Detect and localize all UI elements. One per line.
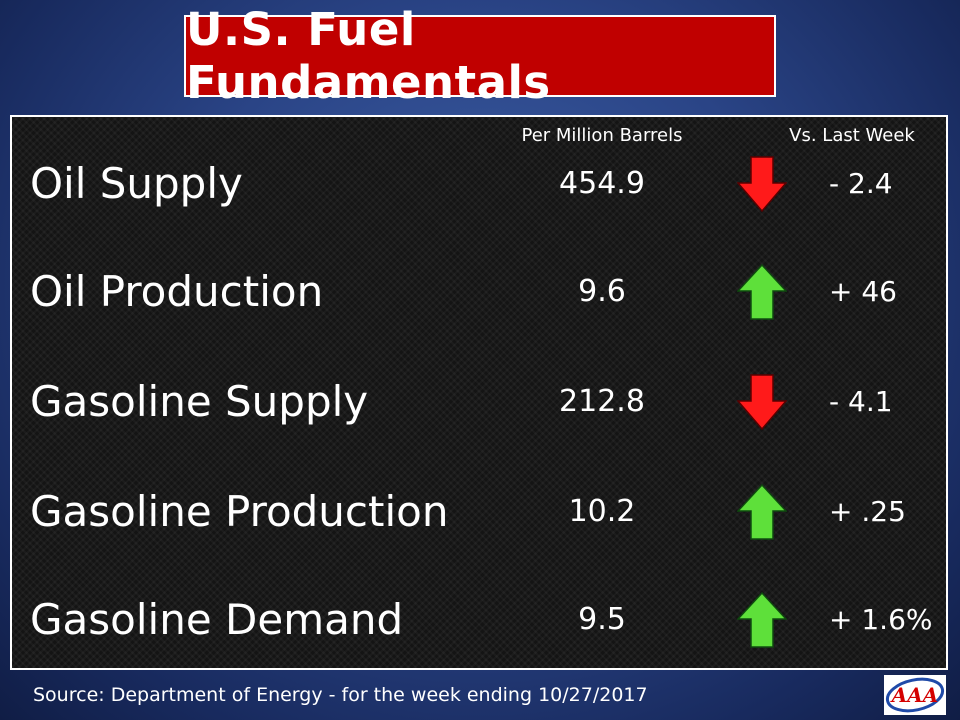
row-value: 454.9 <box>559 166 645 201</box>
row-change: + 46 <box>829 275 897 308</box>
units-header: Per Million Barrels <box>521 125 683 146</box>
row-value: 212.8 <box>559 384 645 419</box>
row-label: Oil Supply <box>30 159 243 208</box>
aaa-logo-icon: AAA <box>884 675 946 715</box>
row-change: + 1.6% <box>829 603 933 636</box>
row-label: Gasoline Supply <box>30 377 369 426</box>
row-change: - 2.4 <box>829 167 893 200</box>
row-value: 9.6 <box>578 274 626 309</box>
up-arrow-icon <box>737 592 787 648</box>
up-arrow-icon <box>737 484 787 540</box>
row-label: Gasoline Demand <box>30 595 404 644</box>
fundamentals-panel: Per Million Barrels Vs. Last Week Oil Su… <box>10 115 948 670</box>
row-change: + .25 <box>829 495 906 528</box>
down-arrow-icon <box>737 156 787 212</box>
up-arrow-icon <box>737 264 787 320</box>
source-note: Source: Department of Energy - for the w… <box>33 684 648 706</box>
row-oil-production: Oil Production 9.6 + 46 <box>12 247 946 337</box>
row-label: Gasoline Production <box>30 487 449 536</box>
down-arrow-icon <box>737 374 787 430</box>
row-value: 9.5 <box>578 602 626 637</box>
row-change: - 4.1 <box>829 385 893 418</box>
row-gasoline-supply: Gasoline Supply 212.8 - 4.1 <box>12 357 946 447</box>
row-value: 10.2 <box>568 494 636 529</box>
row-gasoline-production: Gasoline Production 10.2 + .25 <box>12 467 946 557</box>
change-header: Vs. Last Week <box>789 125 915 146</box>
page-title: U.S. Fuel Fundamentals <box>186 3 551 109</box>
title-banner: U.S. Fuel Fundamentals <box>184 3 776 109</box>
row-label: Oil Production <box>30 267 324 316</box>
row-oil-supply: Oil Supply 454.9 - 2.4 <box>12 139 946 229</box>
row-gasoline-demand: Gasoline Demand 9.5 + 1.6% <box>12 575 946 665</box>
logo-text: AAA <box>890 683 939 707</box>
